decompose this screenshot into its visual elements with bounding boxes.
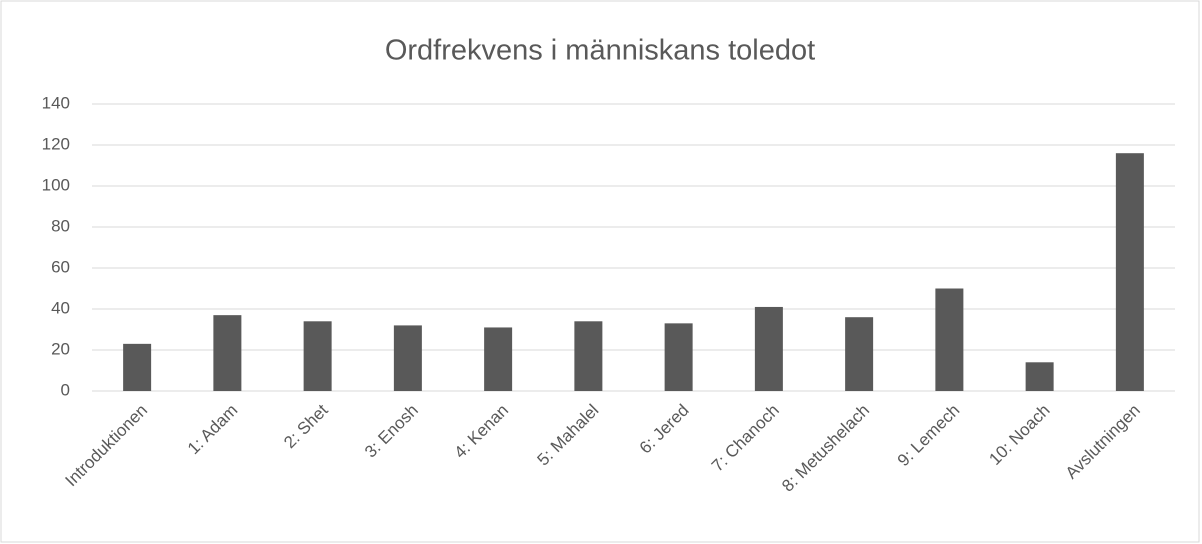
bar [935,288,964,391]
bar [123,343,152,391]
chart-title: Ordfrekvens i människans toledot [385,35,815,67]
bar [303,321,332,391]
y-tick-label: 0 [61,380,70,399]
bar [664,323,693,391]
bar [213,315,242,391]
bar [1025,362,1054,391]
y-tick-label: 100 [42,175,70,194]
y-tick-label: 140 [42,93,70,112]
bar [845,317,874,391]
bar [484,327,513,391]
y-tick-label: 40 [51,298,70,317]
y-tick-label: 80 [51,216,70,235]
bar [574,321,603,391]
bar [1115,153,1144,391]
y-tick-label: 20 [51,339,70,358]
y-tick-label: 60 [51,257,70,276]
bar [393,325,422,391]
bar [754,306,783,391]
y-tick-label: 120 [42,134,70,153]
